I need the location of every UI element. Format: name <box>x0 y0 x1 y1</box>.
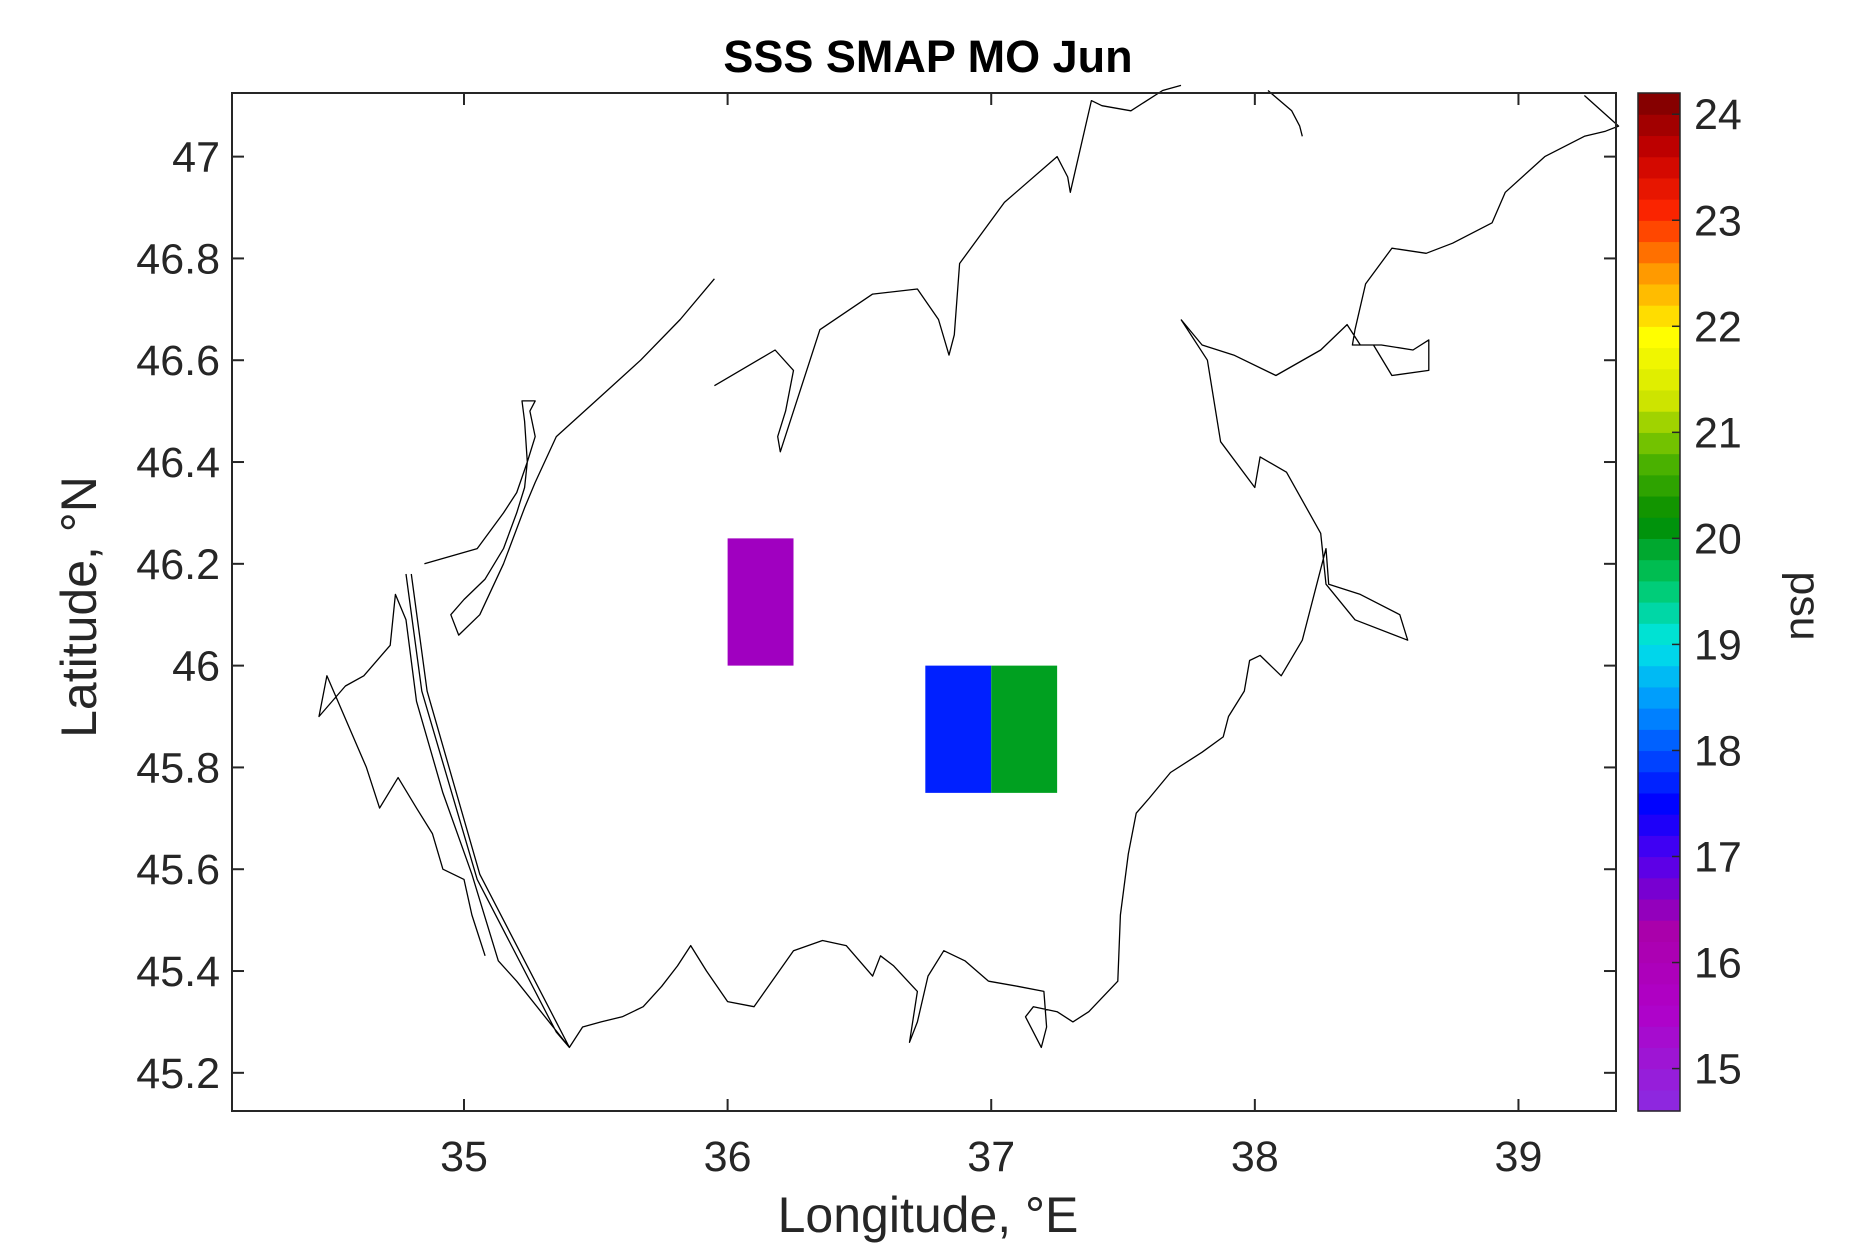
colorbar-segment <box>1638 241 1680 264</box>
colorbar-segment <box>1638 368 1680 391</box>
colorbar-segment <box>1638 835 1680 858</box>
y-tick-label: 46.6 <box>136 337 220 385</box>
x-axis: 35 36 37 38 39 <box>440 93 1542 1181</box>
colorbar-segment <box>1638 389 1680 412</box>
colorbar-segment <box>1638 729 1680 752</box>
colorbar-segment <box>1638 877 1680 900</box>
x-tick-label: 37 <box>967 1133 1015 1181</box>
colorbar-segment <box>1638 156 1680 179</box>
colorbar-segment <box>1638 1026 1680 1048</box>
chart-title: SSS SMAP MO Jun <box>723 31 1132 82</box>
colorbar-segment <box>1638 580 1680 603</box>
colorbar-segment <box>1638 665 1680 688</box>
colorbar-segment <box>1638 983 1680 1006</box>
x-tick-label: 38 <box>1231 1133 1279 1181</box>
colorbar-segment <box>1638 898 1680 921</box>
y-tick-label: 45.8 <box>136 744 220 792</box>
colorbar-frame <box>1637 92 1681 1112</box>
y-tick-label: 46.2 <box>136 541 220 589</box>
colorbar-segment <box>1638 814 1680 836</box>
colorbar-segment <box>1638 177 1680 200</box>
x-tick-label: 36 <box>704 1133 752 1181</box>
colorbar-segment <box>1638 474 1680 497</box>
colorbar-segment <box>1638 453 1680 476</box>
x-tick-label: 35 <box>440 1133 488 1181</box>
colorbar-segment <box>1638 941 1680 964</box>
y-tick-label: 47 <box>172 134 220 182</box>
colorbar-segment <box>1638 347 1680 370</box>
colorbar-segment <box>1638 432 1680 455</box>
y-axis-label: Latitude, °N <box>51 476 107 738</box>
colorbar-segment <box>1638 750 1680 773</box>
y-tick-label: 45.4 <box>136 948 220 996</box>
colorbar-tick-label: 15 <box>1694 1046 1742 1094</box>
colorbar-segment <box>1638 283 1680 306</box>
coastline <box>318 84 1620 1049</box>
colorbar-segment <box>1638 1047 1680 1070</box>
colorbar-label: psu <box>1781 571 1829 640</box>
colorbar-segment <box>1638 708 1680 730</box>
colorbar-segment <box>1638 135 1680 158</box>
colorbar-segment <box>1638 199 1680 221</box>
colorbar-ticks: 15 16 17 18 19 20 21 22 23 24 <box>1672 91 1742 1094</box>
y-tick-label: 45.2 <box>136 1050 220 1098</box>
colorbar-segment <box>1638 411 1680 433</box>
y-tick-label: 46 <box>172 643 220 691</box>
colorbar-segment <box>1638 1004 1680 1027</box>
y-axis: 45.2 45.4 45.6 45.8 46 46.2 46.4 46.6 46.8 47 <box>136 134 1616 1098</box>
data-cell-3 <box>991 665 1058 793</box>
colorbar-segment <box>1638 495 1680 518</box>
colorbar-tick-label: 22 <box>1694 303 1742 351</box>
colorbar-segment <box>1638 220 1680 243</box>
colorbar-segment <box>1638 602 1680 624</box>
colorbar-segment <box>1638 262 1680 285</box>
data-cell-2 <box>925 665 992 793</box>
colorbar-segment <box>1638 771 1680 794</box>
plot-frame <box>231 92 1617 1112</box>
colorbar-tick-label: 19 <box>1694 621 1742 669</box>
colorbar-tick-label: 16 <box>1694 940 1742 988</box>
colorbar-segment <box>1638 114 1680 137</box>
colorbar-segment <box>1638 538 1680 561</box>
y-tick-label: 46.8 <box>136 235 220 283</box>
colorbar-segment <box>1638 644 1680 667</box>
colorbar-segment <box>1638 792 1680 815</box>
colorbar-segment <box>1638 517 1680 539</box>
x-tick-label: 39 <box>1495 1133 1543 1181</box>
colorbar-segment <box>1638 623 1680 646</box>
data-cells <box>727 538 1058 793</box>
colorbar-tick-label: 20 <box>1694 515 1742 563</box>
colorbar-segment <box>1638 1089 1680 1112</box>
colorbar-segment <box>1638 1068 1680 1091</box>
colorbar-segment <box>1638 962 1680 985</box>
colorbar-tick-label: 23 <box>1694 197 1742 245</box>
x-axis-label: Longitude, °E <box>778 1187 1079 1243</box>
colorbar-tick-label: 24 <box>1694 91 1742 139</box>
colorbar-segment <box>1638 559 1680 582</box>
colorbar-tick-label: 17 <box>1694 834 1742 882</box>
colorbar-segment <box>1638 305 1680 327</box>
colorbar-tick-label: 18 <box>1694 727 1742 775</box>
colorbar-segment <box>1638 920 1680 942</box>
y-tick-label: 45.6 <box>136 846 220 894</box>
colorbar-segment <box>1638 686 1680 709</box>
colorbar-segment <box>1638 326 1680 349</box>
y-tick-label: 46.4 <box>136 439 220 487</box>
colorbar-tick-label: 21 <box>1694 409 1742 457</box>
data-cell-1 <box>727 538 794 666</box>
colorbar-segment <box>1638 93 1680 115</box>
colorbar <box>1637 92 1681 1112</box>
colorbar-segment <box>1638 856 1680 879</box>
